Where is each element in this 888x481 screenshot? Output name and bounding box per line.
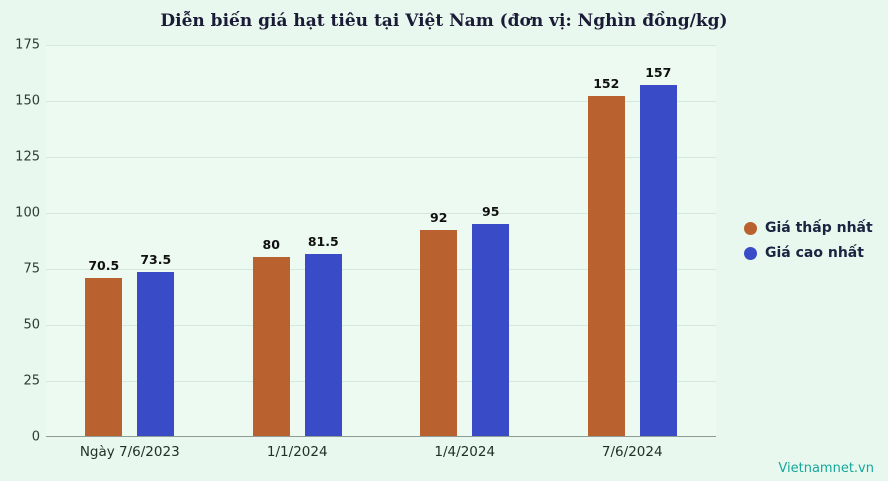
bar-lowest-price: 152 xyxy=(587,76,625,436)
y-tick-label: 125 xyxy=(15,149,40,165)
y-tick-label: 0 xyxy=(31,429,40,445)
y-tick-label: 75 xyxy=(23,261,40,277)
x-tick-label: 7/6/2024 xyxy=(601,444,663,460)
x-tick-label: 1/1/2024 xyxy=(266,444,328,460)
x-tick-label: Ngày 7/6/2023 xyxy=(79,444,180,460)
bar-value-label: 152 xyxy=(593,76,620,92)
bar-highest-price: 95 xyxy=(472,204,510,436)
legend: Giá thấp nhất Giá cao nhất xyxy=(744,220,873,261)
bar-value-label: 81.5 xyxy=(307,233,339,249)
x-tick-label: 1/4/2024 xyxy=(434,444,496,460)
y-tick-label: 175 xyxy=(15,37,40,53)
y-tick-label: 50 xyxy=(23,317,40,333)
bar-value-label: 70.5 xyxy=(88,258,120,274)
y-tick-label: 25 xyxy=(23,373,40,389)
y-tick-label: 150 xyxy=(15,93,40,109)
chart-title: Diễn biến giá hạt tiêu tại Việt Nam (đơn… xyxy=(160,11,728,31)
y-axis: 0 25 50 75 100 125 150 175 xyxy=(6,38,40,445)
bar-value-label: 95 xyxy=(482,203,500,219)
gridline xyxy=(46,101,716,102)
gridline xyxy=(46,325,716,326)
bar-value-label: 157 xyxy=(645,65,672,81)
bar-highest-price: 73.5 xyxy=(137,252,175,436)
legend-item-highest-price[interactable]: Giá cao nhất xyxy=(744,245,873,261)
watermark: Vietnamnet.vn xyxy=(778,461,874,476)
bar-group: 152 157 xyxy=(549,45,717,436)
bar-lowest-price: 70.5 xyxy=(85,258,123,436)
bar-value-label: 80 xyxy=(262,237,280,253)
gridline xyxy=(46,157,716,158)
gridline xyxy=(46,381,716,382)
legend-item-lowest-price[interactable]: Giá thấp nhất xyxy=(744,220,873,236)
bar-lowest-price: 92 xyxy=(420,210,458,436)
bar-value-label: 92 xyxy=(430,210,448,226)
bar-group: 92 95 xyxy=(381,45,549,436)
bar-value-label: 73.5 xyxy=(140,251,172,267)
y-tick-label: 100 xyxy=(15,205,40,221)
gridline xyxy=(46,213,716,214)
legend-label-highest-price: Giá cao nhất xyxy=(765,245,864,261)
legend-swatch-lowest-price xyxy=(744,221,757,235)
bar-group: 80 81.5 xyxy=(214,45,382,436)
plot-area: 70.5 73.5 80 81.5 92 95 152 157 xyxy=(46,45,716,437)
legend-swatch-highest-price xyxy=(744,246,757,260)
bar-group: 70.5 73.5 xyxy=(46,45,214,436)
gridline xyxy=(46,269,716,270)
bar-lowest-price: 80 xyxy=(252,237,290,436)
legend-label-lowest-price: Giá thấp nhất xyxy=(765,220,873,236)
bar-highest-price: 81.5 xyxy=(304,234,342,436)
gridline xyxy=(46,45,716,46)
x-axis: Ngày 7/6/2023 1/1/2024 1/4/2024 7/6/2024 xyxy=(46,444,716,460)
bar-highest-price: 157 xyxy=(639,65,677,436)
